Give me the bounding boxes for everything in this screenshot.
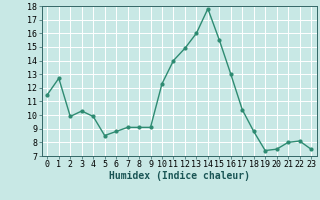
X-axis label: Humidex (Indice chaleur): Humidex (Indice chaleur) [109,171,250,181]
